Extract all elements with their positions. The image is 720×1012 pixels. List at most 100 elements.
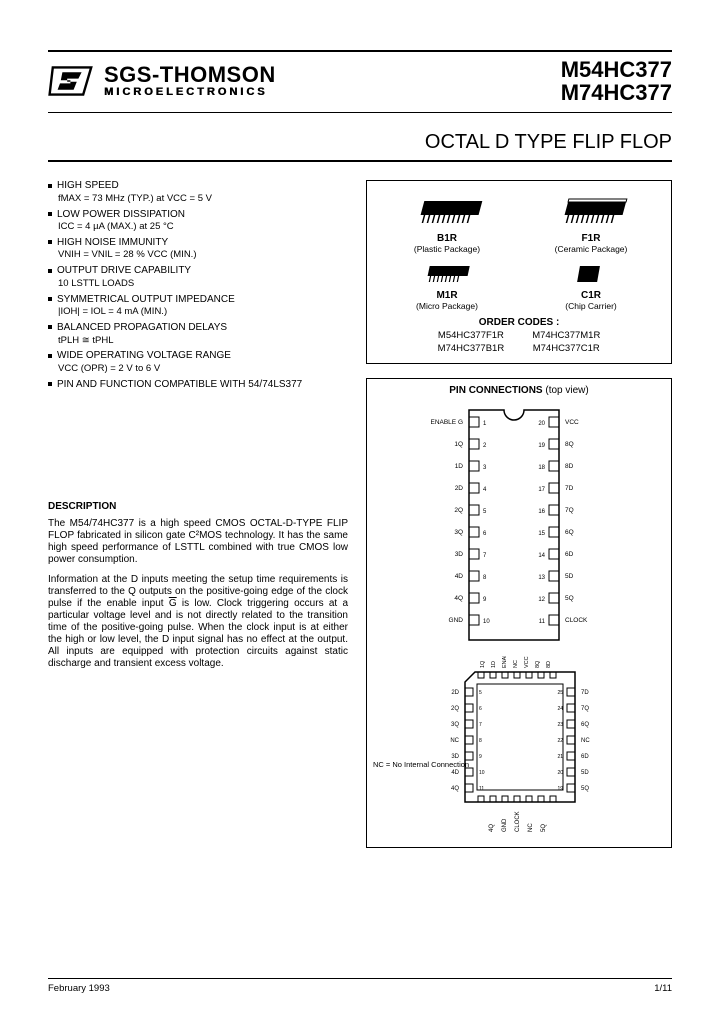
svg-text:ENABLE G: ENABLE G bbox=[430, 419, 463, 426]
pkg-m1r: M1R (Micro Package) bbox=[375, 260, 519, 311]
subtitle: OCTAL D TYPE FLIP FLOP bbox=[48, 131, 672, 154]
logo-block: SGS-THOMSON MICROELECTRONICS bbox=[48, 61, 276, 101]
part-1: M54HC377 bbox=[561, 58, 672, 81]
svg-text:GND: GND bbox=[449, 617, 464, 624]
svg-text:13: 13 bbox=[538, 575, 545, 581]
svg-text:2: 2 bbox=[483, 443, 487, 449]
svg-text:4Q: 4Q bbox=[454, 595, 463, 602]
pkg-f1r: F1R (Ceramic Package) bbox=[519, 191, 663, 254]
svg-text:8: 8 bbox=[483, 575, 487, 581]
part-2: M74HC377 bbox=[561, 81, 672, 104]
order-code: M74HC377M1R bbox=[532, 330, 600, 342]
right-column: B1R (Plastic Package) bbox=[366, 180, 672, 848]
svg-text:9: 9 bbox=[479, 754, 482, 760]
svg-text:8Q: 8Q bbox=[565, 441, 574, 448]
footer: February 1993 1/11 bbox=[48, 978, 672, 994]
dip-plastic-icon bbox=[407, 191, 487, 231]
svg-text:5: 5 bbox=[483, 509, 487, 515]
description-p2: Information at the D inputs meeting the … bbox=[48, 574, 348, 670]
svg-text:8Q: 8Q bbox=[535, 660, 541, 668]
svg-text:4D: 4D bbox=[455, 573, 464, 580]
pin-connections-box: PIN CONNECTIONS (top view) 1ENABLE G20VC… bbox=[366, 378, 672, 848]
svg-text:4Q: 4Q bbox=[489, 824, 495, 832]
svg-text:6Q: 6Q bbox=[581, 722, 589, 728]
svg-text:1D: 1D bbox=[491, 661, 497, 668]
svg-text:3Q: 3Q bbox=[451, 722, 459, 728]
svg-text:12: 12 bbox=[538, 597, 545, 603]
svg-text:3D: 3D bbox=[455, 551, 464, 558]
svg-text:5Q: 5Q bbox=[541, 824, 547, 832]
svg-text:7D: 7D bbox=[565, 485, 574, 492]
feature-item: OUTPUT DRIVE CAPABILITY10 LSTTL LOADS bbox=[48, 265, 348, 289]
svg-text:6D: 6D bbox=[565, 551, 574, 558]
plcc-icon bbox=[571, 260, 611, 288]
sub-rule bbox=[48, 160, 672, 162]
order-code: M54HC377F1R bbox=[438, 330, 505, 342]
description-heading: DESCRIPTION bbox=[48, 501, 348, 512]
svg-text:VCC: VCC bbox=[565, 419, 579, 426]
svg-text:5Q: 5Q bbox=[581, 786, 589, 792]
soic-icon bbox=[417, 260, 477, 288]
svg-text:25: 25 bbox=[557, 690, 563, 696]
feature-item: SYMMETRICAL OUTPUT IMPEDANCE|IOH| = IOL … bbox=[48, 294, 348, 318]
order-code: M74HC377B1R bbox=[438, 343, 505, 355]
dip-pinout-diagram: 1ENABLE G20VCC21Q198Q31D188D42D177D52Q16… bbox=[389, 400, 649, 650]
svg-text:2D: 2D bbox=[451, 690, 459, 696]
feature-item: PIN AND FUNCTION COMPATIBLE WITH 54/74LS… bbox=[48, 379, 348, 392]
svg-text:24: 24 bbox=[557, 706, 563, 712]
svg-text:3D: 3D bbox=[451, 754, 459, 760]
feature-item: BALANCED PROPAGATION DELAYStPLH ≅ tPHL bbox=[48, 322, 348, 346]
dip-ceramic-icon bbox=[551, 191, 631, 231]
mid-rule bbox=[48, 112, 672, 113]
part-numbers: M54HC377 M74HC377 bbox=[561, 58, 672, 104]
svg-text:22: 22 bbox=[557, 738, 563, 744]
svg-text:CLOCK: CLOCK bbox=[515, 811, 521, 832]
top-rule bbox=[48, 50, 672, 52]
svg-text:5: 5 bbox=[479, 690, 482, 696]
svg-text:1: 1 bbox=[483, 421, 487, 427]
svg-text:NC: NC bbox=[581, 738, 590, 744]
svg-text:GND: GND bbox=[502, 818, 508, 832]
svg-text:17: 17 bbox=[538, 487, 545, 493]
svg-text:1D: 1D bbox=[455, 463, 464, 470]
pkg-code: M1R bbox=[375, 290, 519, 301]
svg-text:11: 11 bbox=[539, 619, 546, 625]
pkg-code: F1R bbox=[519, 233, 663, 244]
plcc-pinout-diagram: 52D257D62Q247Q73Q236Q8NC22NC93D216D104D2… bbox=[389, 656, 649, 836]
description-p1: The M54/74HC377 is a high speed CMOS OCT… bbox=[48, 518, 348, 566]
svg-text:5D: 5D bbox=[565, 573, 574, 580]
pkg-desc: (Ceramic Package) bbox=[519, 244, 663, 254]
svg-text:10: 10 bbox=[479, 770, 485, 776]
svg-text:NC: NC bbox=[528, 823, 534, 832]
svg-text:VCC: VCC bbox=[524, 656, 530, 668]
feature-item: HIGH SPEEDfMAX = 73 MHz (TYP.) at VCC = … bbox=[48, 180, 348, 204]
left-column: HIGH SPEEDfMAX = 73 MHz (TYP.) at VCC = … bbox=[48, 180, 348, 848]
svg-text:14: 14 bbox=[538, 553, 545, 559]
pkg-c1r: C1R (Chip Carrier) bbox=[519, 260, 663, 311]
svg-text:3Q: 3Q bbox=[454, 529, 463, 536]
company-name: SGS-THOMSON bbox=[104, 65, 276, 86]
svg-text:9: 9 bbox=[483, 597, 487, 603]
svg-text:1Q: 1Q bbox=[454, 441, 463, 448]
svg-text:NC: NC bbox=[450, 738, 459, 744]
package-box: B1R (Plastic Package) bbox=[366, 180, 672, 364]
feature-item: WIDE OPERATING VOLTAGE RANGEVCC (OPR) = … bbox=[48, 350, 348, 374]
svg-text:6D: 6D bbox=[581, 754, 589, 760]
svg-text:4: 4 bbox=[483, 487, 487, 493]
svg-text:7: 7 bbox=[479, 722, 482, 728]
svg-text:NC: NC bbox=[513, 660, 519, 668]
order-codes-head: ORDER CODES : bbox=[375, 317, 663, 328]
svg-text:6: 6 bbox=[479, 706, 482, 712]
svg-text:21: 21 bbox=[557, 754, 563, 760]
order-codes: M54HC377F1R M74HC377B1R M74HC377M1R M74H… bbox=[375, 330, 663, 355]
svg-text:15: 15 bbox=[538, 531, 545, 537]
st-logo-icon bbox=[48, 61, 96, 101]
svg-text:23: 23 bbox=[557, 722, 563, 728]
svg-text:6Q: 6Q bbox=[565, 529, 574, 536]
pkg-desc: (Chip Carrier) bbox=[519, 301, 663, 311]
svg-text:ENABLE G: ENABLE G bbox=[502, 656, 508, 668]
svg-text:11: 11 bbox=[479, 786, 484, 792]
order-code: M74HC377C1R bbox=[532, 343, 600, 355]
nc-note: NC = No Internal Connection bbox=[373, 761, 469, 769]
svg-text:5Q: 5Q bbox=[565, 595, 574, 602]
